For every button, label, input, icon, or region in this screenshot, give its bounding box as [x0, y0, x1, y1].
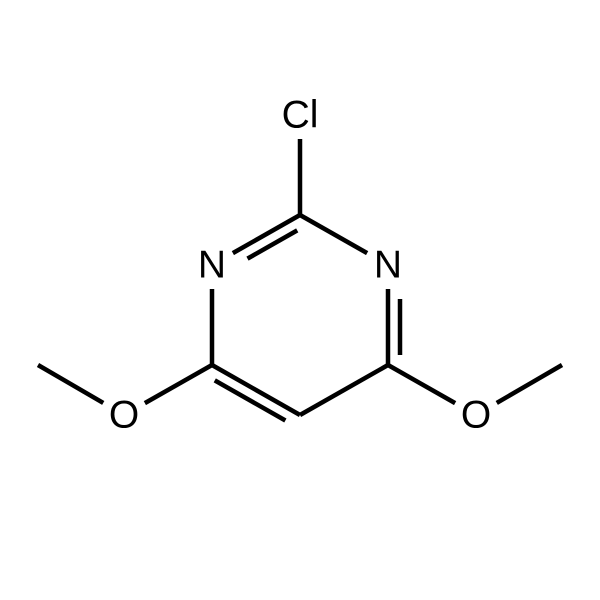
atom-label-n3: N — [374, 244, 402, 287]
molecule-canvas: Cl N N O O — [0, 0, 600, 600]
atom-label-o6: O — [109, 394, 139, 437]
bond-line — [247, 230, 297, 258]
atom-label-cl: Cl — [282, 94, 319, 137]
bond-line — [212, 365, 300, 415]
bond-line — [300, 365, 388, 415]
atom-label-n1: N — [198, 244, 226, 287]
atom-label-o4: O — [461, 394, 491, 437]
bond-line — [388, 365, 455, 403]
bond-line — [38, 365, 103, 403]
bonds-group — [38, 139, 562, 420]
bond-line — [145, 365, 212, 403]
bond-line — [300, 215, 367, 253]
bond-line — [497, 365, 562, 403]
